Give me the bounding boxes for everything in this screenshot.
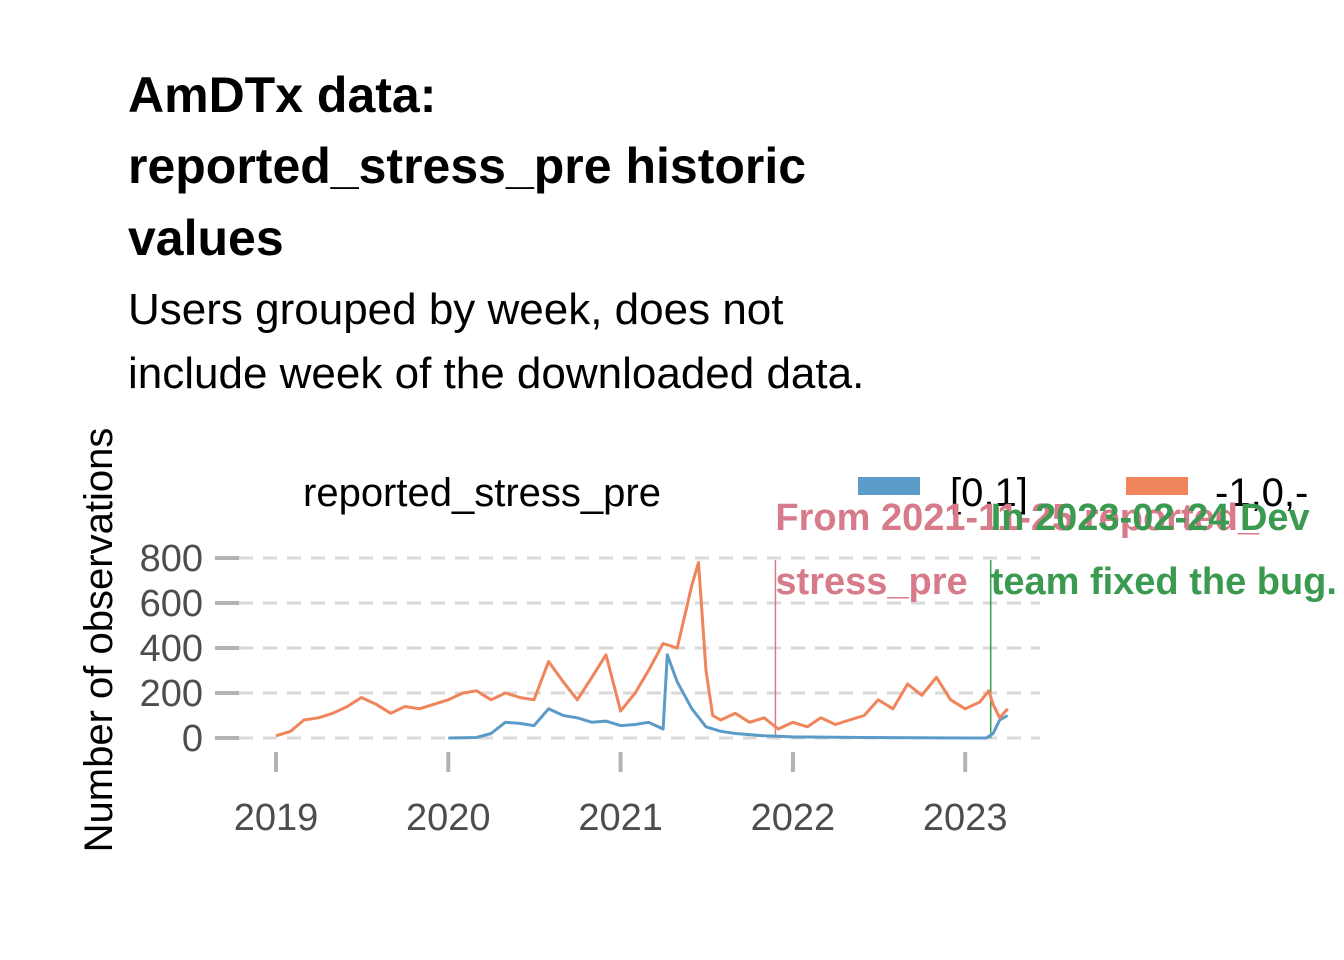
series-lines (275, 561, 1009, 740)
y-tick-label-0: 0 (182, 718, 203, 760)
x-axis: 2019 2020 2021 2022 2023 (234, 752, 1008, 839)
y-tick-label-400: 400 (140, 628, 203, 670)
legend-label-neg1-0: -1,0,- (1215, 471, 1308, 515)
grid (215, 556, 1040, 740)
annotation-texts: From 2021-11-25 reported_ stress_pre In 20… (775, 497, 1337, 603)
x-tick-label-2021: 2021 (578, 797, 663, 839)
legend-key-neg1-0 (1126, 477, 1188, 495)
legend-title: reported_stress_pre (303, 471, 661, 515)
annotation-0-line-1: stress_pre (775, 561, 967, 603)
title-line-1: AmDTx data: (128, 67, 436, 123)
chart-title: AmDTx data: reported_stress_pre historic… (128, 67, 806, 266)
annotation-0-line-0: From 2021-11-25 reported_ (775, 497, 1260, 539)
title-line-2: reported_stress_pre historic (128, 138, 806, 194)
chart-subtitle: Users grouped by week, does not include … (128, 285, 864, 398)
y-tick-label-800: 800 (140, 538, 203, 580)
y-tick-label-600: 600 (140, 583, 203, 625)
legend-label-0-1: [0,1] (950, 471, 1028, 515)
title-line-3: values (128, 210, 284, 266)
legend: reported_stress_pre [0,1] -1,0,- (303, 471, 1308, 515)
x-tick-label-2020: 2020 (406, 797, 491, 839)
x-tick-label-2019: 2019 (234, 797, 319, 839)
subtitle-line-2: include week of the downloaded data. (128, 349, 864, 398)
x-tick-label-2023: 2023 (923, 797, 1008, 839)
x-tick-label-2022: 2022 (751, 797, 836, 839)
subtitle-line-1: Users grouped by week, does not (128, 285, 784, 334)
annotation-lines (774, 560, 992, 738)
series-line-0 (448, 653, 1009, 740)
legend-key-0-1 (858, 477, 920, 495)
y-axis-title: Number of observations (77, 428, 121, 853)
annotation-1-line-0: In 2023-02-24 Dev (991, 497, 1310, 539)
y-tick-label-200: 200 (140, 673, 203, 715)
annotation-1-line-1: team fixed the bug. (991, 561, 1337, 603)
series-line-1 (275, 561, 1009, 738)
